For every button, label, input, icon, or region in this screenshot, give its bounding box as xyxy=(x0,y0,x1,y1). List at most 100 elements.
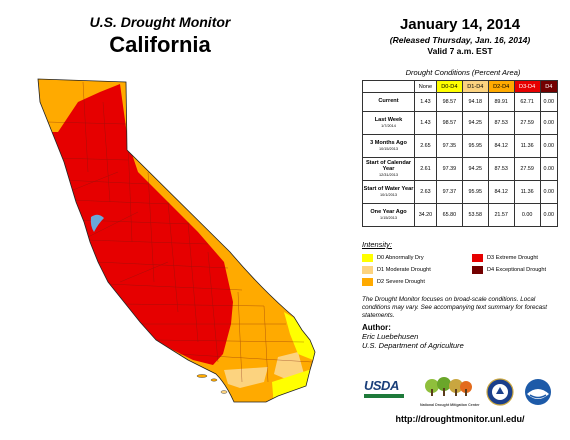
table-cell: 2.61 xyxy=(414,157,437,181)
table-row: 3 Months Ago 10/15/2013 2.65 97.35 95.95 … xyxy=(362,134,559,158)
region-d1-coast xyxy=(224,367,268,388)
table-cell: 95.95 xyxy=(461,134,489,158)
table-cell: 0.00 xyxy=(539,180,559,204)
table-cell: 65.80 xyxy=(435,203,463,227)
table-cell: 2.63 xyxy=(414,180,437,204)
ndmc-logo: National Drought Mitigation Center xyxy=(420,377,480,407)
department-of-commerce-seal-icon xyxy=(486,378,514,406)
usda-logo-text: USDA xyxy=(364,378,399,393)
partner-logos: USDA National Drought Mitigation Center xyxy=(360,376,560,408)
table-cell: 0.00 xyxy=(539,203,559,227)
island-catalina xyxy=(220,390,228,394)
col-header: D1-D4 xyxy=(461,80,489,93)
island-santa-cruz xyxy=(196,374,208,378)
map-title: California xyxy=(109,32,211,57)
col-header: D0-D4 xyxy=(435,80,463,93)
usda-logo: USDA xyxy=(364,378,408,404)
col-header: D2-D4 xyxy=(487,80,515,93)
region-d1-south xyxy=(274,352,304,380)
legend-item-d4: D4 Exceptional Drought xyxy=(472,266,546,274)
map-subtitle: U.S. Drought Monitor xyxy=(89,14,231,30)
website-url[interactable]: http://droughtmonitor.unl.edu/ xyxy=(395,414,525,424)
island-anacapa xyxy=(210,378,218,382)
release-date: (Released Thursday, Jan. 16, 2014) xyxy=(389,35,531,45)
legend-label: D4 Exceptional Drought xyxy=(487,267,547,273)
region-d0-east xyxy=(284,312,315,362)
legend-label: D3 Extreme Drought xyxy=(487,255,538,261)
table-cell: 98.57 xyxy=(435,92,463,112)
legend-swatch xyxy=(362,254,373,262)
table-row: Start of Calendar Year 12/31/2013 2.61 97… xyxy=(362,157,559,181)
california-drought-map xyxy=(37,78,316,403)
legend-swatch xyxy=(472,266,483,274)
table-cell: 27.59 xyxy=(513,157,541,181)
col-header: D3-D4 xyxy=(513,80,541,93)
legend-title: Intensity: xyxy=(362,240,393,249)
table-cell: 98.57 xyxy=(435,111,463,135)
row-label: Current xyxy=(362,92,415,112)
region-d3 xyxy=(38,84,233,365)
legend-item-d3: D3 Extreme Drought xyxy=(472,254,538,262)
table-title: Drought Conditions (Percent Area) xyxy=(405,68,521,77)
drought-conditions-table: None D0-D4 D1-D4 D2-D4 D3-D4 D4 Current … xyxy=(362,80,559,227)
author-heading: Author: xyxy=(362,323,391,332)
table-cell: 1.43 xyxy=(414,92,437,112)
author-name: Eric Luebehusen xyxy=(362,332,419,341)
table-cell: 84.12 xyxy=(487,134,515,158)
legend-item-d0: D0 Abnormally Dry xyxy=(362,254,424,262)
legend-item-d1: D1 Moderate Drought xyxy=(362,266,431,274)
legend-label: D1 Moderate Drought xyxy=(377,267,431,273)
table-cell: 94.25 xyxy=(461,111,489,135)
state-outline xyxy=(37,78,316,403)
table-cell: 2.65 xyxy=(414,134,437,158)
table-cell: 0.00 xyxy=(513,203,541,227)
noaa-logo-icon xyxy=(525,379,551,405)
tree-icon xyxy=(425,377,472,396)
table-cell: 21.57 xyxy=(487,203,515,227)
table-row: Current 1.43 98.57 94.18 89.91 62.71 0.0… xyxy=(362,92,559,112)
table-cell: 34.20 xyxy=(414,203,437,227)
table-row: One Year Ago 1/15/2013 34.20 65.80 53.58 … xyxy=(362,203,559,227)
table-cell: 0.00 xyxy=(539,92,559,112)
legend-item-d2: D2 Severe Drought xyxy=(362,278,425,286)
legend: Intensity: D0 Abnormally Dry D1 Moderate… xyxy=(362,240,562,286)
title-block: U.S. Drought Monitor California xyxy=(40,14,280,58)
row-label: Last Week 1/7/2014 xyxy=(362,111,415,135)
table-cell: 11.36 xyxy=(513,134,541,158)
table-cell: 62.71 xyxy=(513,92,541,112)
table-row: Start of Water Year 10/1/2013 2.63 97.37 … xyxy=(362,180,559,204)
row-label: 3 Months Ago 10/15/2013 xyxy=(362,134,415,158)
table-cell: 89.91 xyxy=(487,92,515,112)
row-label: Start of Water Year 10/1/2013 xyxy=(362,180,415,204)
table-cell: 87.53 xyxy=(487,157,515,181)
table-cell: 0.00 xyxy=(539,157,559,181)
map-date: January 14, 2014 xyxy=(399,16,521,33)
row-label: One Year Ago 1/15/2013 xyxy=(362,203,415,227)
ndmc-caption: National Drought Mitigation Center xyxy=(420,403,480,407)
table-cell: 87.53 xyxy=(487,111,515,135)
legend-swatch xyxy=(362,278,373,286)
date-block: January 14, 2014 (Released Thursday, Jan… xyxy=(360,16,560,56)
table-cell: 1.43 xyxy=(414,111,437,135)
table-cell: 0.00 xyxy=(539,134,559,158)
col-header: D4 xyxy=(539,80,559,93)
table-cell: 94.25 xyxy=(461,157,489,181)
row-label: Start of Calendar Year 12/31/2013 xyxy=(362,157,415,181)
table-cell: 97.37 xyxy=(435,180,463,204)
table-cell: 84.12 xyxy=(487,180,515,204)
table-header-row: None D0-D4 D1-D4 D2-D4 D3-D4 D4 xyxy=(362,80,559,93)
author-block: Author: Eric Luebehusen U.S. Department … xyxy=(362,323,562,351)
valid-time: Valid 7 a.m. EST xyxy=(427,46,493,56)
table-cell: 97.35 xyxy=(435,134,463,158)
table-cell: 27.59 xyxy=(513,111,541,135)
legend-swatch xyxy=(362,266,373,274)
table-corner xyxy=(362,80,415,93)
table-cell: 53.58 xyxy=(461,203,489,227)
table-cell: 95.95 xyxy=(461,180,489,204)
col-header: None xyxy=(414,80,437,93)
legend-swatch xyxy=(472,254,483,262)
san-francisco-bay xyxy=(90,214,104,232)
legend-label: D0 Abnormally Dry xyxy=(377,255,424,261)
table-cell: 97.39 xyxy=(435,157,463,181)
table-cell: 94.18 xyxy=(461,92,489,112)
